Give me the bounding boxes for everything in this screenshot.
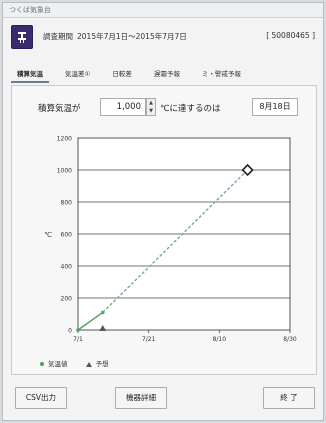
y-tick-label: 800 <box>61 200 73 207</box>
window-titlebar: つくば気象台 <box>3 3 323 18</box>
tab-warning-forecast[interactable]: ミ・警戒予報 <box>201 70 241 78</box>
tab-daily-range[interactable]: 日較差 <box>112 70 132 78</box>
window-title: つくば気象台 <box>9 6 51 14</box>
legend-forecast: 予想 <box>85 358 109 368</box>
button-bar: CSV出力 機器詳細 終 了 <box>11 387 315 411</box>
threshold-label-suffix: ℃に達するのは <box>160 104 221 114</box>
threshold-label-prefix: 積算気温が <box>38 104 81 114</box>
tab-late-frost[interactable]: 遅霜予報 <box>153 70 180 78</box>
series-line-1 <box>102 169 249 313</box>
station-code: [ 50080465 ] <box>266 31 315 40</box>
tab-accumulated-temp[interactable]: 積算気温 <box>11 67 49 83</box>
y-tick-label: 0 <box>68 328 72 335</box>
threshold-input[interactable]: 1,000 <box>100 98 146 116</box>
x-tick-label: 7/1 <box>73 336 83 343</box>
target-marker <box>241 163 254 177</box>
y-tick-label: 1000 <box>57 168 72 175</box>
legend-triangle-icon <box>85 361 92 367</box>
accumulated-temp-chart: 0 200 400 600 800 1000 1200 7/1 7/21 8/10 8/30 ℃ <box>34 126 310 356</box>
data-point <box>76 328 80 332</box>
threshold-stepper[interactable]: ▲ ▼ <box>146 98 156 116</box>
app-logo-icon <box>11 25 33 49</box>
tab-temp-diff[interactable]: 気温差① <box>65 70 91 78</box>
x-tick-label: 8/10 <box>213 336 227 343</box>
y-tick-label: 400 <box>61 264 73 271</box>
stepper-down-icon[interactable]: ▼ <box>149 108 153 114</box>
threshold-query: 積算気温が 1,000 ▲ ▼ ℃に達するのは 8月18日 <box>12 96 316 118</box>
device-details-button[interactable]: 機器詳細 <box>115 387 167 409</box>
x-tick-label: 8/30 <box>283 336 297 343</box>
period-value: 2015年7月1日～2015年7月7日 <box>77 32 187 41</box>
y-tick-label: 1200 <box>57 136 72 143</box>
y-tick-label: 200 <box>61 296 73 303</box>
x-tick-label: 7/21 <box>142 336 156 343</box>
header: 調査期間 2015年7月1日～2015年7月7日 [ 50080465 ] <box>11 23 315 53</box>
y-axis-label: ℃ <box>44 231 52 239</box>
y-tick-label: 600 <box>61 232 73 239</box>
chart-svg: 0 200 400 600 800 1000 1200 7/1 7/21 8/10 8/30 ℃ <box>44 136 297 344</box>
app-window: つくば気象台 調査期間 2015年7月1日～2015年7月7日 [ 500804… <box>2 2 324 421</box>
legend-observed: 気温値 <box>40 358 68 368</box>
chart-legend: 気温値 予想 <box>40 358 125 368</box>
csv-export-button[interactable]: CSV出力 <box>15 387 67 409</box>
series-line-0 <box>77 311 104 331</box>
start-marker <box>99 325 107 331</box>
period-label: 調査期間 <box>43 32 73 41</box>
tab-bar: 積算気温 気温差① 日較差 遅霜予報 ミ・警戒予報 <box>11 67 315 83</box>
reach-date-result: 8月18日 <box>252 98 298 116</box>
chart-panel: 積算気温が 1,000 ▲ ▼ ℃に達するのは 8月18日 0 200 400 600… <box>11 85 317 375</box>
close-button[interactable]: 終 了 <box>263 387 315 409</box>
stepper-up-icon[interactable]: ▲ <box>149 100 153 106</box>
legend-dot-icon <box>40 362 44 366</box>
